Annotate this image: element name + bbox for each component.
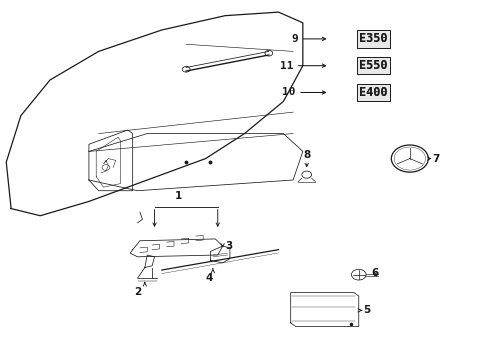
Text: 9: 9	[291, 34, 297, 44]
Text: 7: 7	[432, 154, 439, 163]
Text: E350: E350	[358, 32, 387, 45]
Text: 10: 10	[282, 87, 295, 98]
Text: 5: 5	[363, 305, 370, 315]
Text: 4: 4	[205, 273, 213, 283]
Text: E550: E550	[358, 59, 387, 72]
Text: 2: 2	[134, 287, 141, 297]
Text: 1: 1	[175, 192, 182, 202]
Text: 11: 11	[279, 61, 292, 71]
Text: 8: 8	[303, 150, 310, 160]
Text: E350: E350	[358, 32, 387, 45]
Text: E400: E400	[358, 86, 387, 99]
Text: 3: 3	[224, 241, 232, 251]
Text: E400: E400	[358, 86, 387, 99]
Text: E550: E550	[358, 59, 387, 72]
Text: 6: 6	[370, 268, 377, 278]
